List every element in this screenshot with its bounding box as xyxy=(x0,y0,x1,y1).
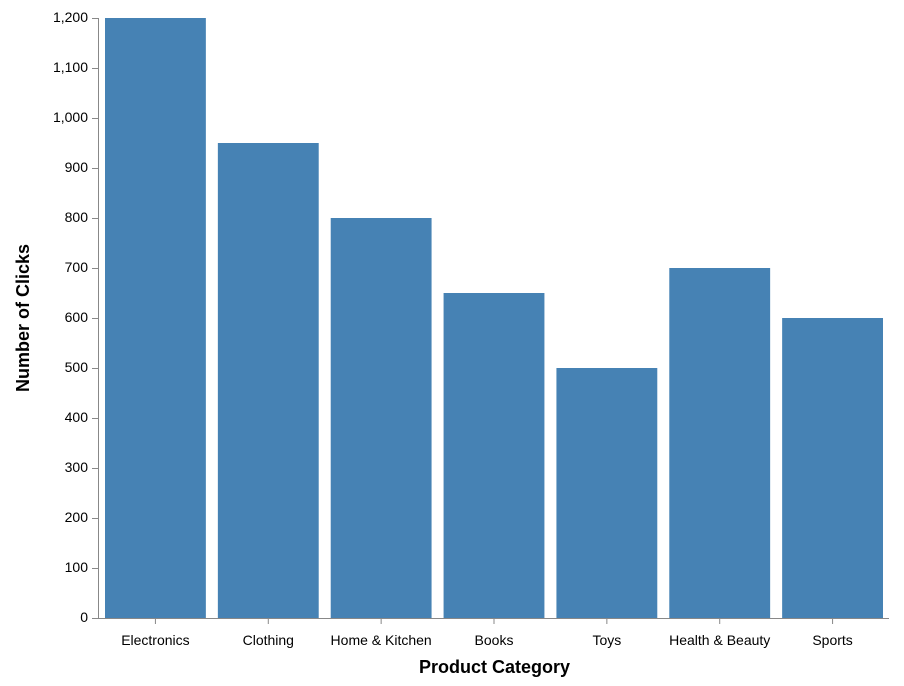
bar-books xyxy=(443,293,545,618)
bar-electronics xyxy=(105,18,206,618)
bars-group xyxy=(105,18,883,618)
y-tick-label: 1,000 xyxy=(53,109,88,125)
x-tick-label: Clothing xyxy=(243,632,294,648)
y-tick-label: 700 xyxy=(65,259,89,275)
bar-home-kitchen xyxy=(330,218,432,618)
y-tick-label: 900 xyxy=(65,159,89,175)
y-tick-label: 100 xyxy=(65,559,89,575)
bar-sports xyxy=(782,318,883,618)
x-axis: Electronics Clothing Home & Kitchen Books To… xyxy=(98,618,889,648)
y-tick-label: 300 xyxy=(65,459,89,475)
x-tick-label: Toys xyxy=(592,632,621,648)
bar-toys xyxy=(556,368,658,618)
y-tick-label: 800 xyxy=(65,209,89,225)
x-tick-label: Sports xyxy=(812,632,852,648)
x-tick-label: Health & Beauty xyxy=(669,632,770,648)
y-tick-label: 200 xyxy=(65,509,89,525)
y-tick-label: 1,200 xyxy=(53,9,88,25)
y-tick-label: 1,100 xyxy=(53,59,88,75)
x-tick-label: Electronics xyxy=(121,632,189,648)
y-tick-label: 0 xyxy=(80,609,88,625)
x-tick-label: Home & Kitchen xyxy=(331,632,432,648)
y-tick-label: 400 xyxy=(65,409,89,425)
y-tick-label: 600 xyxy=(65,309,89,325)
bar-clothing xyxy=(217,143,319,618)
y-axis: 0 100 200 300 400 500 600 700 800 900 1,000 1,100 1,… xyxy=(53,9,99,625)
bar-health-beauty xyxy=(669,268,771,618)
x-axis-title: Product Category xyxy=(419,657,570,677)
y-tick-label: 500 xyxy=(65,359,89,375)
y-axis-title: Number of Clicks xyxy=(13,244,33,392)
x-tick-label: Books xyxy=(475,632,514,648)
